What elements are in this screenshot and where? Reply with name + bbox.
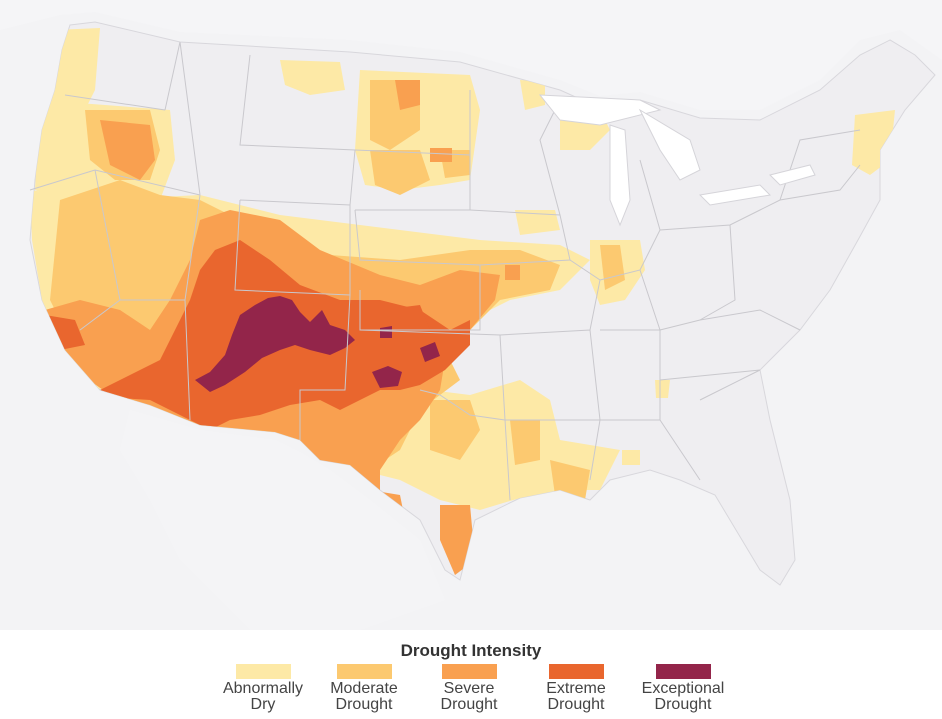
- legend-item-exceptional-drought: Exceptional Drought: [628, 664, 738, 713]
- legend-label-line2: Drought: [440, 696, 498, 713]
- exceptional-drought-areas: [195, 296, 440, 392]
- legend-label-line1: Moderate: [330, 680, 398, 697]
- legend-label-line2: Dry: [250, 696, 276, 713]
- legend-title: Drought Intensity: [400, 641, 542, 660]
- us-map-svg: [0, 0, 942, 630]
- swatch-moderate-drought: [336, 664, 392, 679]
- legend-label-line1: Abnormally: [222, 680, 304, 697]
- legend-label-line1: Exceptional: [641, 680, 725, 697]
- legend-label-line2: Drought: [547, 696, 605, 713]
- legend-label-line2: Drought: [335, 696, 393, 713]
- legend-item-moderate-drought: Moderate Drought: [309, 664, 419, 713]
- legend-item-extreme-drought: Extreme Drought: [521, 664, 631, 713]
- legend-label-line2: Drought: [654, 696, 712, 713]
- drought-map: [0, 0, 942, 630]
- legend-label-line1: Extreme: [546, 680, 606, 697]
- drought-layers: [30, 28, 895, 575]
- canada-land: [0, 0, 942, 110]
- state-borders: [29, 41, 861, 501]
- drought-legend: Drought Intensity Abnormally Dry Moderat…: [0, 636, 942, 719]
- mexico-land: [120, 410, 445, 630]
- swatch-exceptional-drought: [655, 664, 711, 679]
- great-lakes: [538, 94, 816, 227]
- swatch-severe-drought: [441, 664, 497, 679]
- legend-item-severe-drought: Severe Drought: [414, 664, 524, 713]
- legend-label-line1: Severe: [443, 680, 495, 697]
- swatch-abnormally-dry: [235, 664, 291, 679]
- swatch-extreme-drought: [548, 664, 604, 679]
- legend-item-abnormally-dry: Abnormally Dry: [208, 664, 318, 713]
